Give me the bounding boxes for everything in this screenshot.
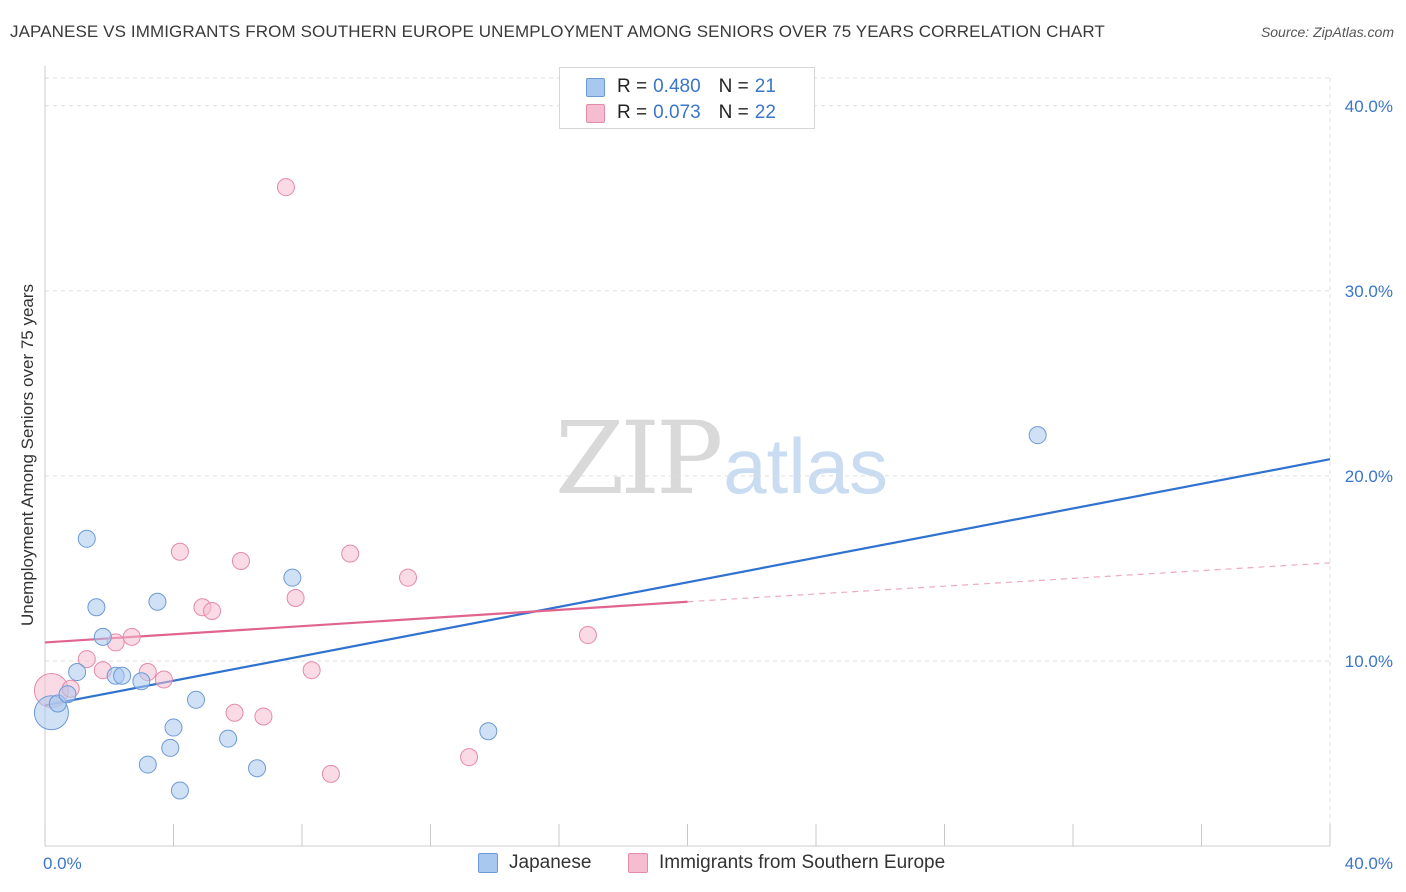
y-tick-label: 40.0% [1345, 97, 1393, 116]
point-southern-europe [321, 764, 340, 783]
legend-row-southern-europe: R = 0.073 N = 22 [586, 102, 776, 124]
point-japanese [93, 627, 112, 646]
point-southern-europe [302, 661, 321, 680]
series-label-southern-europe: Immigrants from Southern Europe [659, 852, 946, 873]
point-japanese [58, 685, 77, 704]
point-japanese [186, 690, 205, 709]
point-japanese [248, 759, 267, 778]
point-japanese [1028, 426, 1047, 445]
point-southern-europe [578, 626, 597, 645]
source-credit: Source: ZipAtlas.com [1260, 24, 1394, 40]
legend-n-label: N = [718, 76, 749, 97]
series-legend: Japanese Immigrants from Southern Europe [0, 852, 1406, 878]
point-japanese [164, 718, 183, 737]
point-japanese [68, 663, 87, 682]
watermark-zip: ZIP [555, 400, 723, 517]
point-japanese [138, 755, 157, 774]
y-tick-label: 20.0% [1345, 467, 1393, 486]
trend-lines [44, 458, 1331, 707]
trend-extension-southern-europe [687, 562, 1331, 603]
point-japanese [170, 781, 189, 800]
point-japanese [219, 729, 238, 748]
point-japanese [479, 722, 498, 741]
point-japanese [113, 666, 132, 685]
legend-n-value: 22 [754, 102, 776, 123]
y-axis-title: Unemployment Among Seniors over 75 years [18, 284, 37, 626]
point-japanese [87, 598, 106, 617]
point-southern-europe [399, 568, 418, 587]
tick-labels: 10.0% 20.0% 30.0% 40.0% 0.0% 40.0% [43, 97, 1393, 873]
x-tick-label: 0.0% [43, 854, 82, 873]
x-tick-label: 40.0% [1345, 854, 1393, 873]
point-southern-europe [154, 670, 173, 689]
point-japanese [132, 672, 151, 691]
legend-r-label: R = [617, 76, 648, 97]
trend-line-japanese [44, 458, 1331, 707]
point-southern-europe [231, 552, 250, 571]
legend-n-value: 21 [754, 76, 776, 97]
point-southern-europe [170, 542, 189, 561]
point-southern-europe [203, 601, 222, 620]
grid [45, 77, 1331, 846]
axes [44, 66, 1331, 847]
point-japanese [283, 568, 302, 587]
series-swatch-southern-europe [628, 853, 648, 873]
stats-legend: R = 0.480 N = 21 R = 0.073 N = 22 [559, 67, 815, 129]
legend-r-label: R = [617, 102, 648, 123]
point-southern-europe [77, 650, 96, 669]
point-japanese [161, 738, 180, 757]
point-southern-europe [254, 707, 273, 726]
point-southern-europe [225, 703, 244, 722]
chart-title: JAPANESE VS IMMIGRANTS FROM SOUTHERN EUR… [10, 22, 1105, 41]
legend-row-japanese: R = 0.480 N = 21 [586, 76, 776, 98]
legend-r-value: 0.480 [653, 76, 701, 97]
point-southern-europe [341, 544, 360, 563]
series-label-japanese: Japanese [509, 852, 592, 873]
point-japanese [148, 592, 167, 611]
point-southern-europe [460, 748, 479, 767]
series-legend-japanese[interactable]: Japanese [478, 852, 591, 874]
data-points [33, 178, 1047, 800]
point-southern-europe [276, 178, 295, 197]
point-japanese [77, 529, 96, 548]
series-swatch-japanese [478, 853, 498, 873]
series-legend-southern-europe[interactable]: Immigrants from Southern Europe [628, 852, 945, 874]
point-southern-europe [122, 627, 141, 646]
legend-n-label: N = [718, 102, 749, 123]
y-tick-label: 30.0% [1345, 282, 1393, 301]
watermark: ZIPatlas [555, 400, 888, 517]
watermark-atlas: atlas [723, 422, 889, 510]
trend-line-southern-europe [44, 600, 688, 644]
legend-r-value: 0.073 [653, 102, 701, 123]
legend-swatch-japanese [586, 77, 605, 97]
point-southern-europe [286, 589, 305, 608]
legend-swatch-southern-europe [586, 103, 605, 123]
y-tick-label: 10.0% [1345, 652, 1393, 671]
